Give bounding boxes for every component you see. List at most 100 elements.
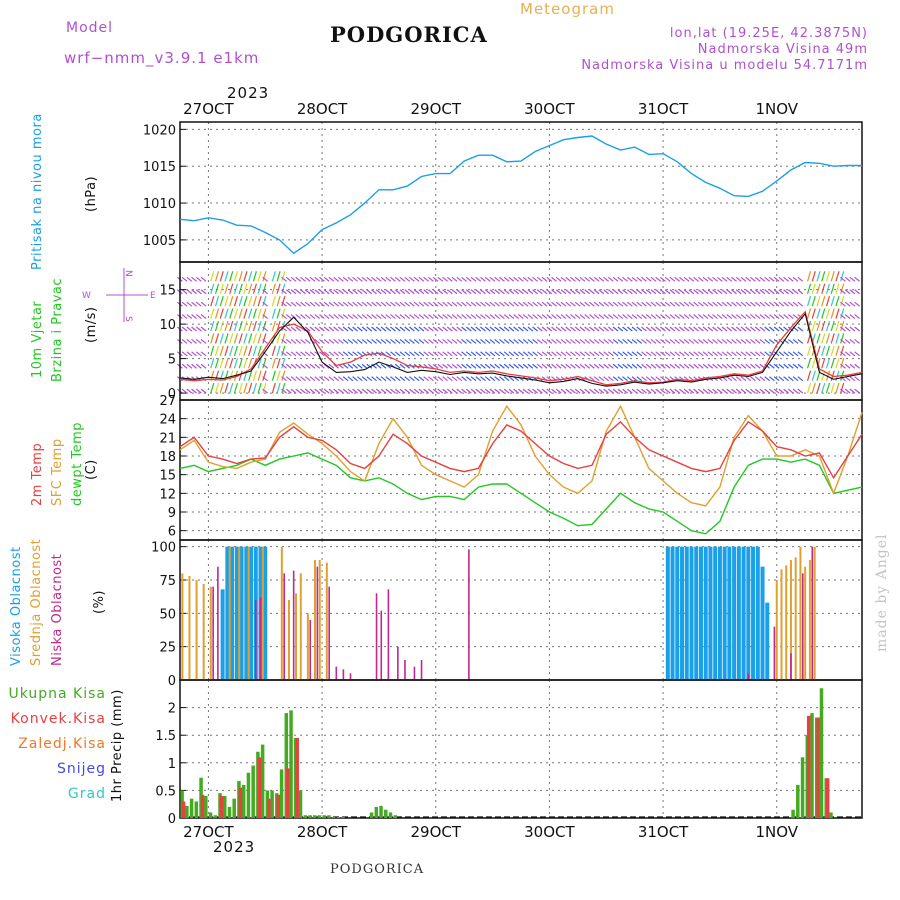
cloud-bar-niska bbox=[801, 573, 804, 680]
wind-barb bbox=[555, 363, 562, 369]
wind-barb bbox=[707, 388, 714, 394]
wind-barb bbox=[214, 358, 220, 369]
wind-barb bbox=[707, 301, 714, 307]
wind-barb bbox=[697, 338, 704, 344]
wind-barb bbox=[840, 314, 846, 320]
precip-bar bbox=[308, 815, 312, 818]
wind-barb bbox=[210, 382, 215, 394]
cloud-bar-visoka bbox=[234, 546, 239, 680]
wind-barb bbox=[195, 363, 202, 369]
wind-barb bbox=[375, 276, 382, 282]
wind-barb bbox=[721, 314, 728, 320]
wind-barb bbox=[480, 326, 486, 332]
wind-barb bbox=[522, 363, 529, 369]
wind-barb bbox=[304, 388, 311, 394]
wind-barb bbox=[835, 333, 840, 344]
wind-barb bbox=[484, 363, 491, 369]
wind-barb bbox=[787, 326, 794, 332]
wind-barb bbox=[532, 276, 538, 282]
wind-barb bbox=[769, 376, 775, 382]
precip-bar bbox=[284, 713, 289, 818]
wind-barb bbox=[333, 351, 340, 357]
wind-barb bbox=[356, 376, 363, 382]
wind-barb bbox=[229, 283, 234, 294]
wind-barb bbox=[333, 314, 340, 320]
wind-barb bbox=[499, 338, 505, 344]
wind-barb bbox=[442, 363, 448, 369]
wind-barb bbox=[555, 314, 562, 320]
wind-barb bbox=[248, 345, 253, 357]
wind-barb bbox=[821, 295, 826, 307]
wind-barb bbox=[456, 388, 463, 394]
wind-barb bbox=[461, 301, 467, 307]
wind-barb bbox=[423, 351, 430, 357]
wind-barb bbox=[830, 295, 835, 307]
wind-barb bbox=[844, 289, 851, 295]
wind-barb bbox=[551, 363, 557, 369]
wind-barb bbox=[375, 376, 382, 382]
wind-barb bbox=[603, 338, 609, 344]
wind-barb bbox=[716, 376, 723, 382]
wind-barb bbox=[721, 351, 728, 357]
wind-barb bbox=[650, 289, 657, 295]
wind-barb bbox=[428, 289, 434, 295]
wind-barb bbox=[759, 289, 766, 295]
precip-bar bbox=[810, 713, 814, 818]
wind-barb bbox=[721, 301, 728, 307]
wind-barb bbox=[409, 388, 415, 394]
precip-bar bbox=[285, 768, 290, 818]
wind-barb bbox=[200, 326, 207, 332]
cloud-bar-srednja bbox=[785, 565, 788, 680]
wind-barb bbox=[574, 338, 581, 344]
wind-barb bbox=[224, 333, 229, 344]
wind-barb bbox=[797, 388, 804, 394]
wind-barb bbox=[584, 351, 591, 357]
wind-barb bbox=[778, 326, 785, 332]
wind-barb bbox=[219, 358, 224, 369]
wind-barb bbox=[555, 338, 562, 344]
wind-barb bbox=[271, 358, 276, 369]
wind-barb bbox=[409, 326, 415, 332]
wind-barb bbox=[570, 326, 576, 332]
wind-barb bbox=[352, 388, 358, 394]
wind-barb bbox=[731, 301, 737, 307]
cloud-bar-visoka bbox=[263, 546, 268, 680]
wind-barb bbox=[726, 338, 733, 344]
wind-barb bbox=[854, 351, 861, 357]
wind-barb bbox=[664, 301, 671, 307]
wind-barb bbox=[390, 301, 396, 307]
wind-barb bbox=[276, 295, 281, 307]
wind-barb bbox=[418, 289, 425, 295]
wind-barb bbox=[522, 314, 529, 320]
wind-barb bbox=[683, 276, 690, 282]
model-name: wrf−nmm_v3.9.1 e1km bbox=[64, 49, 260, 67]
wind-barb bbox=[527, 351, 534, 357]
wind-barb bbox=[480, 276, 486, 282]
wind-barb bbox=[693, 301, 699, 307]
wind-barb bbox=[229, 358, 234, 369]
wind-barb bbox=[603, 351, 609, 357]
wind-barb bbox=[579, 314, 586, 320]
wind-barb bbox=[300, 363, 306, 369]
wind-barb bbox=[636, 388, 643, 394]
wind-barb bbox=[195, 276, 202, 282]
wind-barb bbox=[612, 314, 619, 320]
wind-barb bbox=[191, 326, 197, 332]
cloud-bar-srednja bbox=[287, 600, 290, 680]
wind-barb bbox=[773, 363, 780, 369]
wind-barb bbox=[735, 376, 742, 382]
wind-barb bbox=[712, 289, 718, 295]
wind-barb bbox=[854, 388, 861, 394]
wind-barb bbox=[683, 326, 690, 332]
wind-barb bbox=[290, 301, 297, 307]
wind-barb bbox=[295, 388, 302, 394]
wind-barb bbox=[783, 276, 789, 282]
wind-barb bbox=[281, 301, 287, 307]
wind-barb bbox=[413, 351, 420, 357]
year-bottom: 2023 bbox=[213, 838, 256, 856]
wind-barb bbox=[584, 301, 591, 307]
compass-east: E bbox=[150, 291, 156, 301]
wind-barb bbox=[494, 276, 501, 282]
wind-barb bbox=[328, 326, 335, 332]
